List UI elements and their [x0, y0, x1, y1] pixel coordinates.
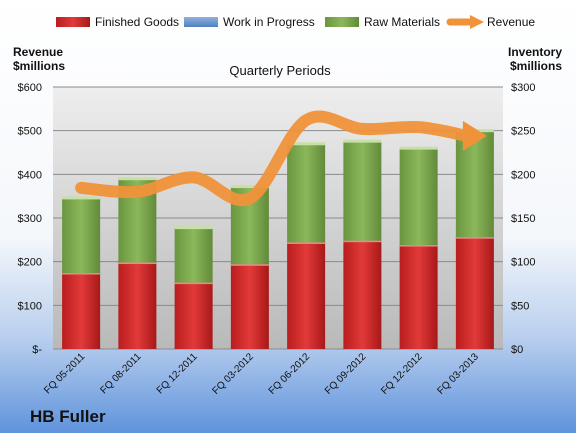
- bar-raw-materials-top: [287, 142, 326, 146]
- bar-raw-materials-top: [343, 139, 382, 143]
- right-tick-label: $200: [511, 169, 535, 181]
- bar-finished-goods: [343, 240, 382, 349]
- bar-finished-goods: [118, 262, 157, 349]
- left-tick-label: $400: [18, 169, 42, 181]
- bar-raw-materials-top: [230, 185, 269, 189]
- left-tick-label: $100: [18, 300, 42, 312]
- left-tick-label: $500: [18, 126, 42, 138]
- bar-raw-materials: [399, 148, 438, 246]
- bar-raw-materials: [287, 143, 326, 243]
- bar-raw-materials: [174, 227, 213, 283]
- right-tick-label: $100: [511, 257, 535, 269]
- left-tick-label: $300: [18, 213, 42, 225]
- bar-raw-materials-top: [62, 196, 101, 200]
- right-axis-label-line2: $millions: [510, 59, 562, 73]
- legend-label-finished-goods: Finished Goods: [95, 15, 179, 29]
- revenue-arrowhead: [462, 120, 487, 151]
- bar-raw-materials: [62, 197, 101, 274]
- left-tick-label: $-: [32, 344, 42, 356]
- legend-label-raw-materials: Raw Materials: [364, 15, 440, 29]
- legend-swatch-work-in-progress: [184, 17, 218, 27]
- revenue-line-group: [75, 110, 487, 207]
- left-axis-ticks: $- $100 $200 $300 $400 $500 $600: [18, 82, 43, 356]
- right-tick-label: $0: [511, 344, 523, 356]
- bar-finished-goods: [230, 264, 269, 349]
- legend-arrowhead-revenue: [470, 15, 484, 29]
- legend-label-work-in-progress: Work in Progress: [223, 15, 315, 29]
- right-axis-ticks: $0 $50 $100 $150 $200 $250 $300: [511, 82, 535, 356]
- bar-finished-goods-top: [118, 261, 157, 265]
- bar-finished-goods: [62, 273, 101, 349]
- bar-raw-materials: [455, 130, 494, 238]
- right-tick-label: $300: [511, 82, 535, 94]
- chart-title: Quarterly Periods: [229, 63, 331, 78]
- right-tick-label: $50: [511, 300, 529, 312]
- company-name: HB Fuller: [30, 407, 106, 426]
- right-tick-label: $150: [511, 213, 535, 225]
- revenue-line: [75, 110, 473, 207]
- legend-swatch-finished-goods: [56, 17, 90, 27]
- bar-finished-goods: [455, 237, 494, 349]
- bar-finished-goods: [287, 242, 326, 349]
- bar-raw-materials-top: [399, 146, 438, 150]
- left-axis-label-line2: $millions: [13, 59, 65, 73]
- bar-finished-goods: [174, 282, 213, 349]
- bar-raw-materials: [343, 141, 382, 241]
- left-axis-label-line1: Revenue: [13, 45, 63, 59]
- left-tick-label: $600: [18, 82, 42, 94]
- bar-raw-materials-top: [118, 177, 157, 181]
- bar-finished-goods: [399, 245, 438, 349]
- legend-label-revenue: Revenue: [487, 15, 535, 29]
- right-axis-label-line1: Inventory: [508, 45, 562, 59]
- bar-raw-materials-top: [174, 226, 213, 230]
- right-tick-label: $250: [511, 126, 535, 138]
- left-tick-label: $200: [18, 257, 42, 269]
- bars: [62, 129, 494, 349]
- legend-swatch-raw-materials: [325, 17, 359, 27]
- legend: Finished Goods Work in Progress Raw Mate…: [56, 15, 535, 29]
